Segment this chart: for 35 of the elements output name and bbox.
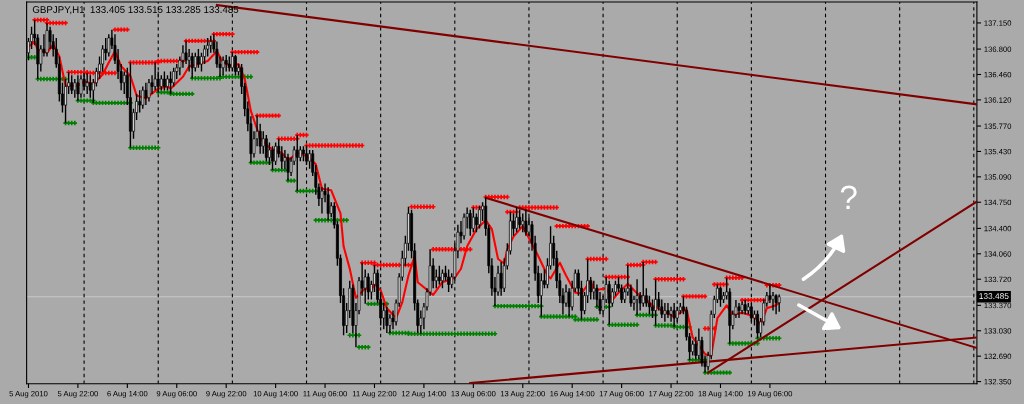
candlestick (73, 78, 77, 99)
candlestick (669, 306, 673, 323)
candlestick (320, 186, 324, 215)
candlestick (196, 48, 200, 69)
candlestick (366, 272, 370, 301)
candlestick (261, 130, 265, 155)
candlestick (663, 302, 667, 323)
candlestick (441, 268, 444, 289)
candlestick (308, 149, 312, 170)
candlestick (385, 306, 389, 334)
candlestick (147, 78, 151, 103)
candlestick (107, 33, 111, 58)
candlestick (193, 52, 197, 73)
candlestick (434, 268, 438, 289)
candlestick (45, 22, 49, 58)
candlestick (271, 145, 274, 171)
candlestick (475, 212, 478, 233)
candlestick (521, 212, 525, 233)
candlestick (104, 37, 108, 61)
candlestick (589, 276, 593, 301)
candlestick (122, 70, 126, 95)
chart-title: GBPJPY,H1 133.405 133.515 133.285 133.485 (32, 6, 239, 15)
candlestick (635, 278, 639, 316)
candlestick (190, 52, 194, 79)
annotation: ? (840, 185, 857, 209)
candlestick (274, 141, 278, 166)
candlestick (468, 209, 472, 237)
candlestick (666, 302, 670, 319)
candlestick (141, 85, 145, 110)
candlestick (144, 82, 148, 106)
candlestick (499, 261, 503, 297)
candlestick (138, 89, 142, 114)
candlestick (437, 265, 441, 286)
candlestick (756, 309, 759, 339)
ref-line-label: 133.485 (979, 293, 1009, 299)
